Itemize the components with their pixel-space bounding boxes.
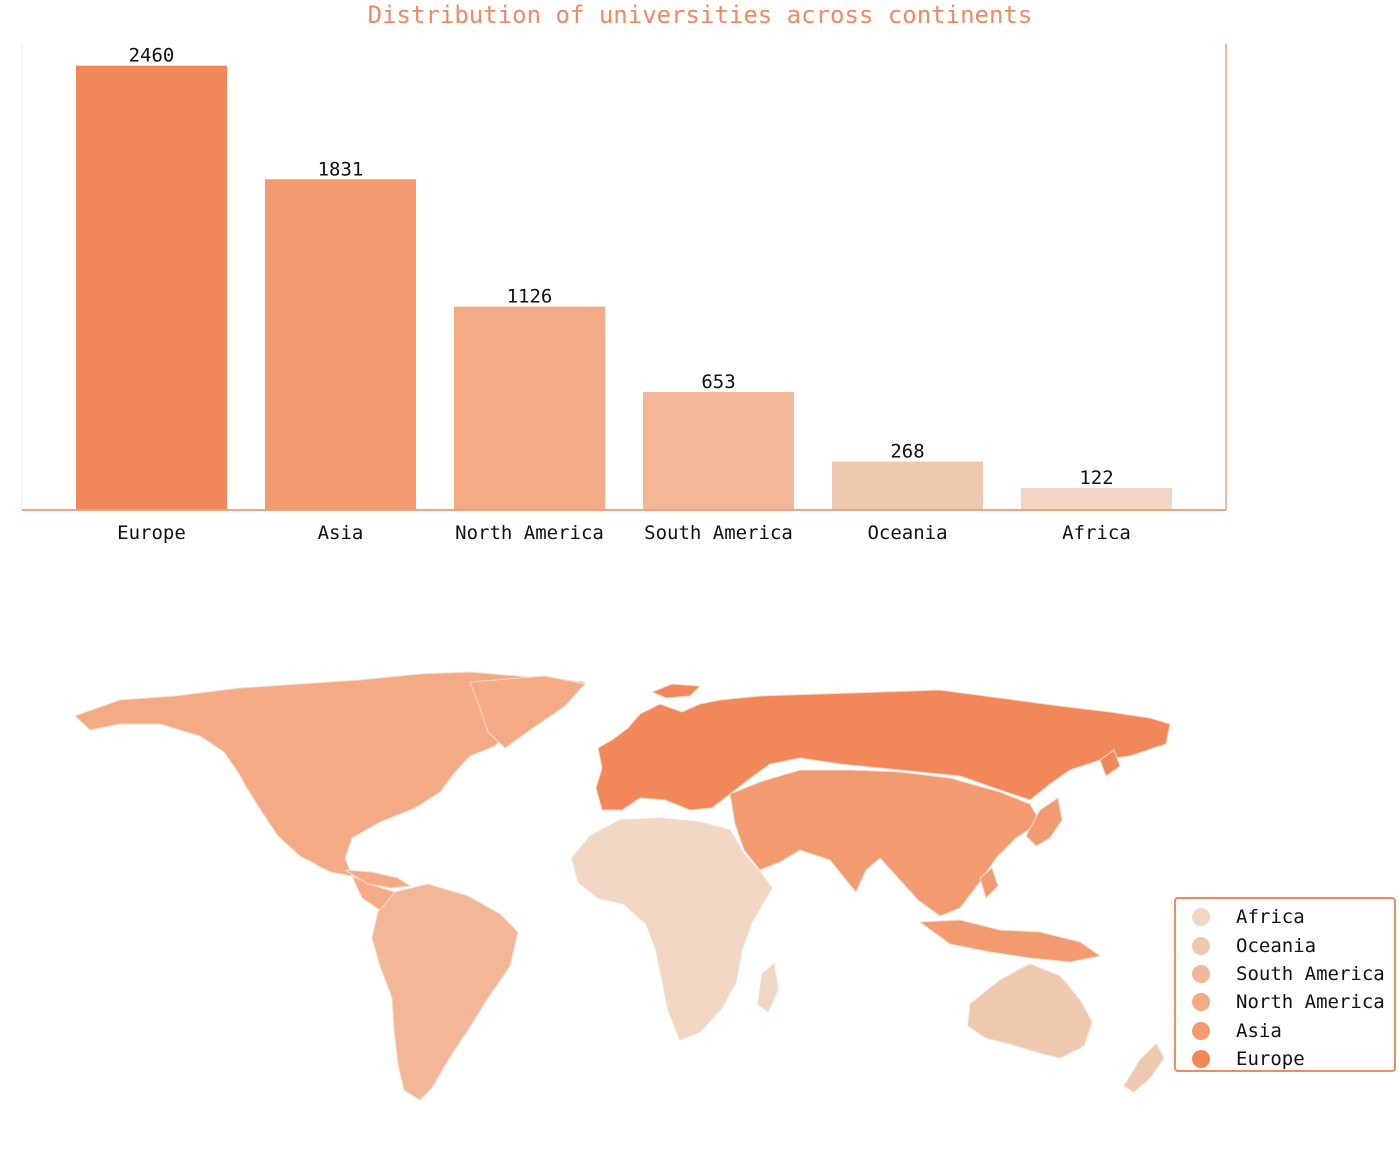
bar-value-label-south-america: 653 xyxy=(701,371,735,393)
legend-item-oceania: Oceania xyxy=(1176,931,1394,959)
bar-chart: 2460 1831 1126 653 268 122 Europe Asia North Am… xyxy=(21,44,1227,544)
x-tick-label-africa: Africa xyxy=(1062,522,1131,544)
circle-icon xyxy=(1192,1021,1210,1040)
region-africa xyxy=(571,817,779,1041)
bar-africa xyxy=(1021,487,1172,510)
landmass-north-america-0 xyxy=(74,671,587,877)
chart-title: Distribution of universities across cont… xyxy=(367,1,1033,29)
region-oceania xyxy=(967,963,1165,1093)
axis-layer: Europe Asia North America South America Ocea… xyxy=(21,44,1227,544)
bar-south-america xyxy=(643,392,794,510)
landmass-europe-2 xyxy=(1099,749,1121,777)
region-south-america xyxy=(371,883,519,1101)
landmass-south-america-0 xyxy=(371,883,519,1101)
circle-icon xyxy=(1192,908,1210,927)
x-tick-label-oceania: Oceania xyxy=(867,522,947,544)
legend-item-south-america: South America xyxy=(1176,960,1394,988)
legend-item-north-america: North America xyxy=(1176,988,1394,1016)
landmass-oceania-1 xyxy=(1123,1043,1165,1093)
legend-label: South America xyxy=(1236,962,1385,985)
landmass-europe-0 xyxy=(595,689,1171,811)
bar-value-label-asia: 1831 xyxy=(318,158,364,180)
legend-label: Europe xyxy=(1236,1048,1305,1071)
landmass-asia-1 xyxy=(1025,797,1063,847)
region-north-america xyxy=(74,671,587,923)
region-europe xyxy=(595,683,1171,811)
circle-icon xyxy=(1192,1050,1210,1069)
legend-label: North America xyxy=(1236,991,1385,1014)
circle-icon xyxy=(1192,964,1210,983)
bar-oceania xyxy=(832,461,983,510)
circle-icon xyxy=(1192,936,1210,955)
x-tick-label-asia: Asia xyxy=(318,522,364,544)
x-tick-label-north-america: North America xyxy=(455,522,604,544)
x-tick-label-europe: Europe xyxy=(117,522,186,544)
landmass-north-america-2 xyxy=(469,675,586,749)
landmass-oceania-0 xyxy=(967,963,1093,1059)
bar-asia xyxy=(265,179,416,511)
legend-label: Oceania xyxy=(1236,934,1317,957)
landmass-africa-0 xyxy=(571,817,773,1041)
landmass-asia-3 xyxy=(979,867,999,899)
circle-icon xyxy=(1192,993,1210,1012)
landmass-asia-2 xyxy=(918,919,1102,963)
bar-north-america xyxy=(454,306,605,510)
legend-item-africa: Africa xyxy=(1176,903,1394,931)
legend-label: Asia xyxy=(1236,1019,1282,1042)
region-asia xyxy=(729,769,1102,963)
legend-item-europe: Europe xyxy=(1176,1045,1394,1073)
bar-value-label-north-america: 1126 xyxy=(507,286,553,308)
bars-layer: 2460 1831 1126 653 268 122 xyxy=(76,45,1172,511)
legend-item-asia: Asia xyxy=(1176,1017,1394,1045)
world-map xyxy=(74,671,1171,1101)
bar-value-label-oceania: 268 xyxy=(890,441,924,463)
landmass-europe-1 xyxy=(650,683,702,699)
legend-label: Africa xyxy=(1236,906,1305,929)
bar-europe xyxy=(76,65,227,511)
landmass-asia-0 xyxy=(729,769,1041,917)
bar-value-label-africa: 122 xyxy=(1079,467,1113,489)
landmass-africa-1 xyxy=(757,963,779,1013)
map-legend: Africa Oceania South America North America A… xyxy=(1174,897,1396,1072)
map-regions xyxy=(74,671,1171,1101)
bar-value-label-europe: 2460 xyxy=(129,45,175,67)
x-tick-label-south-america: South America xyxy=(644,522,793,544)
landmass-north-america-3 xyxy=(344,869,412,889)
